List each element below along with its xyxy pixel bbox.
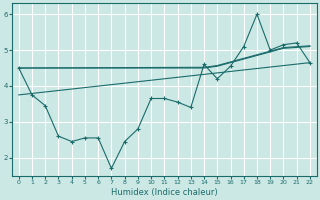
X-axis label: Humidex (Indice chaleur): Humidex (Indice chaleur): [111, 188, 218, 197]
